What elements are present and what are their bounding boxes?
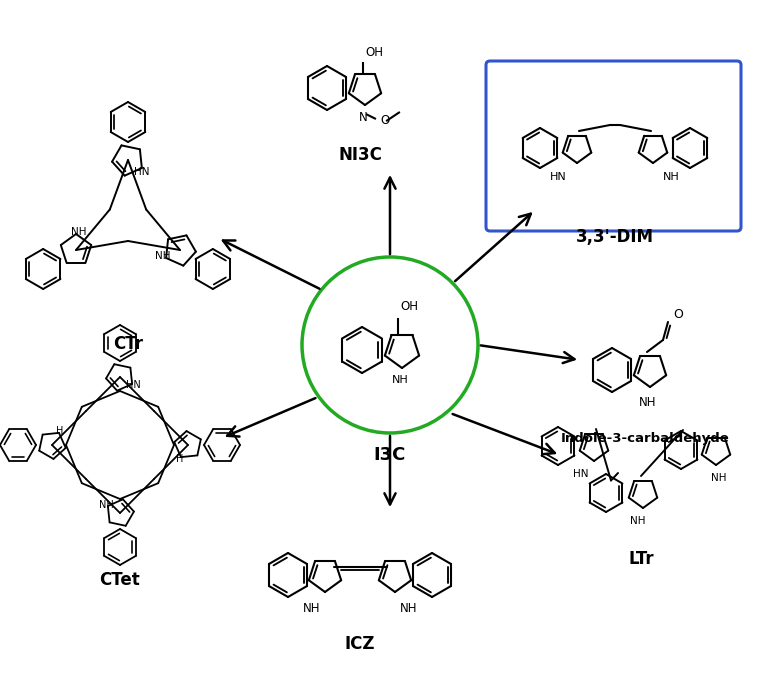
Text: N: N	[359, 111, 367, 124]
Text: NH: NH	[663, 172, 679, 182]
Text: HN: HN	[574, 469, 589, 479]
Text: NH: NH	[71, 227, 87, 237]
Text: HN: HN	[127, 380, 141, 390]
Text: ICZ: ICZ	[345, 635, 375, 653]
Text: NH: NH	[400, 602, 417, 615]
Text: H: H	[56, 426, 63, 436]
Text: HN: HN	[550, 172, 567, 182]
Text: NH: NH	[630, 516, 645, 526]
Text: NH: NH	[302, 602, 320, 615]
Text: H: H	[176, 454, 184, 464]
Text: O: O	[673, 307, 683, 321]
Text: NH: NH	[639, 396, 657, 409]
Text: NI3C: NI3C	[338, 146, 382, 164]
Text: Indole-3-carbaldehyde: Indole-3-carbaldehyde	[560, 432, 730, 445]
Text: CTr: CTr	[113, 335, 143, 353]
Text: NH: NH	[392, 375, 408, 385]
Text: OH: OH	[400, 300, 418, 313]
Text: LTr: LTr	[628, 550, 654, 568]
Text: NH: NH	[155, 251, 171, 261]
Text: NH: NH	[711, 473, 727, 483]
Text: 3,3'-DIM: 3,3'-DIM	[576, 228, 654, 246]
Text: CTet: CTet	[100, 571, 141, 589]
Text: I3C: I3C	[374, 446, 406, 464]
Text: HN: HN	[134, 167, 149, 177]
Text: NH: NH	[99, 500, 114, 510]
Text: O: O	[380, 114, 390, 127]
Text: OH: OH	[365, 46, 383, 59]
